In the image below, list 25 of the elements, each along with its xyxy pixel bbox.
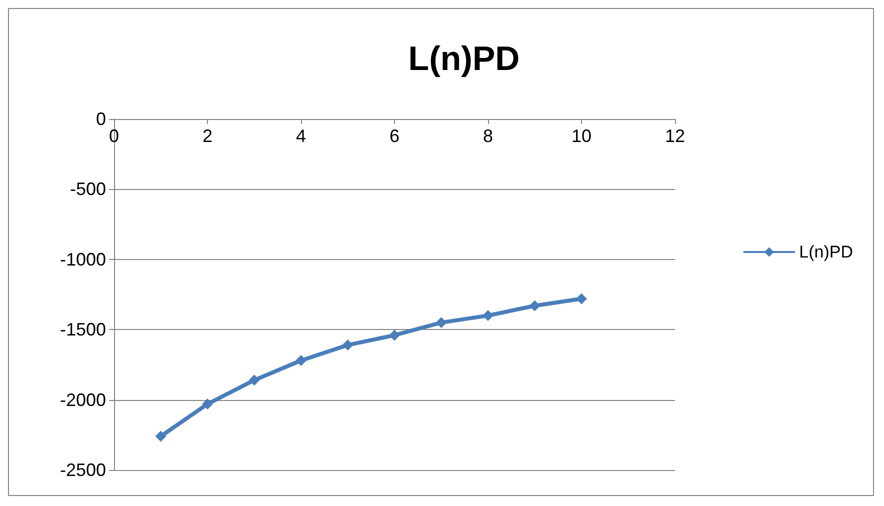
- x-tick-label: 12: [664, 126, 686, 146]
- y-tick-label: -2500: [60, 460, 106, 480]
- point: [202, 398, 213, 410]
- chart-title: L(n)PD: [408, 40, 520, 78]
- point: [248, 374, 260, 386]
- y-tick-label: 0: [96, 109, 106, 129]
- legend-label: L(n)PD: [799, 242, 854, 262]
- x-tick-label: 2: [202, 126, 213, 146]
- x-tick-label: 10: [571, 126, 592, 146]
- point: [342, 340, 354, 351]
- point: [576, 293, 587, 304]
- point: [155, 430, 166, 442]
- point: [529, 300, 540, 312]
- y-tick-label: -2000: [60, 390, 106, 410]
- point: [436, 317, 447, 328]
- point: [389, 330, 400, 341]
- y-tick-label: -1500: [60, 320, 106, 340]
- point: [482, 310, 494, 322]
- x-tick-label: 0: [108, 126, 120, 146]
- point: [296, 354, 306, 366]
- y-tick-label: -500: [70, 179, 106, 200]
- y-tick-label: -1000: [60, 249, 106, 270]
- x-tick-label: 6: [389, 126, 400, 146]
- x-tick-label: 8: [482, 126, 494, 146]
- x-tick-label: 4: [296, 126, 306, 146]
